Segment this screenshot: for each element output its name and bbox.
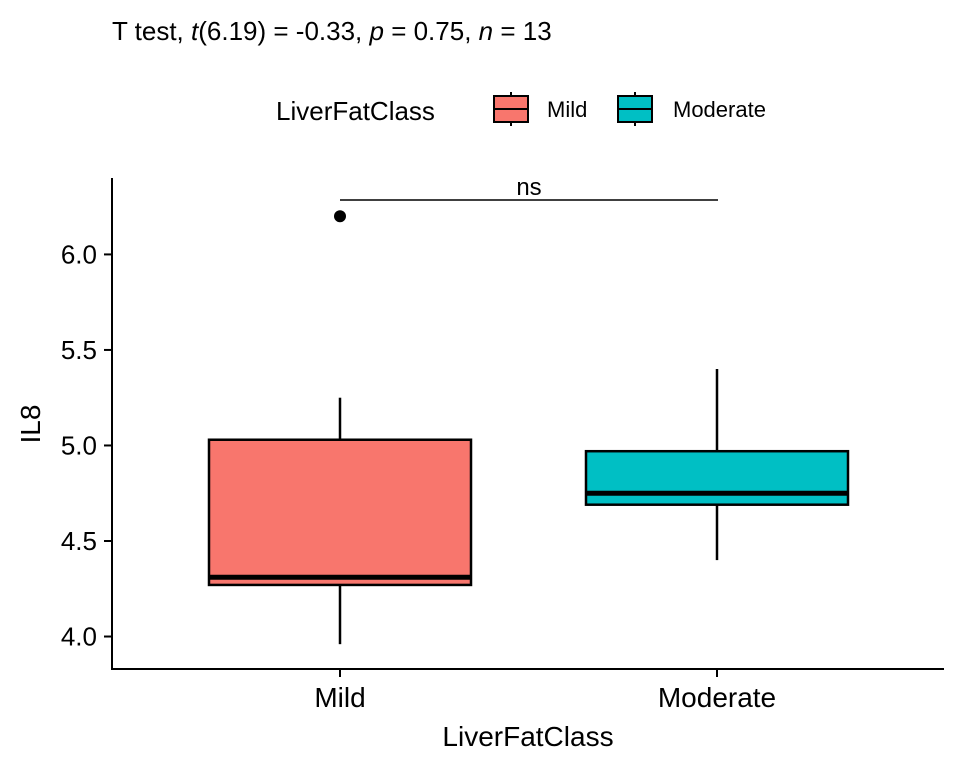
y-axis-ticks: 4.0 4.5 5.0 5.5 6.0: [61, 239, 112, 652]
y-tick-label: 4.0: [61, 622, 97, 652]
x-axis-title: LiverFatClass: [442, 721, 613, 752]
legend-label-moderate: Moderate: [673, 97, 766, 122]
outlier-point: [334, 210, 346, 223]
legend-item-moderate: Moderate: [617, 92, 766, 126]
chart-subtitle: T test, t(6.19) = -0.33, p = 0.75, n = 1…: [112, 16, 552, 46]
y-tick-label: 5.0: [61, 430, 97, 460]
x-tick-label: Mild: [314, 682, 365, 713]
iqr-box: [584, 449, 850, 506]
x-axis-ticks: Mild Moderate: [314, 669, 776, 713]
legend-item-mild: Mild: [493, 92, 587, 126]
y-axis-title: IL8: [15, 405, 46, 444]
legend-label-mild: Mild: [547, 97, 587, 122]
legend-title: LiverFatClass: [276, 96, 435, 126]
boxes: [207, 210, 850, 645]
box-mild: [207, 210, 473, 645]
x-tick-label: Moderate: [658, 682, 776, 713]
iqr-box: [207, 438, 473, 587]
significance-bracket: ns: [340, 174, 718, 201]
y-tick-label: 4.5: [61, 526, 97, 556]
significance-label: ns: [516, 174, 541, 201]
legend: LiverFatClass Mild Moderate: [276, 92, 766, 126]
box-moderate: [584, 369, 850, 561]
y-tick-label: 5.5: [61, 335, 97, 365]
y-tick-label: 6.0: [61, 239, 97, 269]
